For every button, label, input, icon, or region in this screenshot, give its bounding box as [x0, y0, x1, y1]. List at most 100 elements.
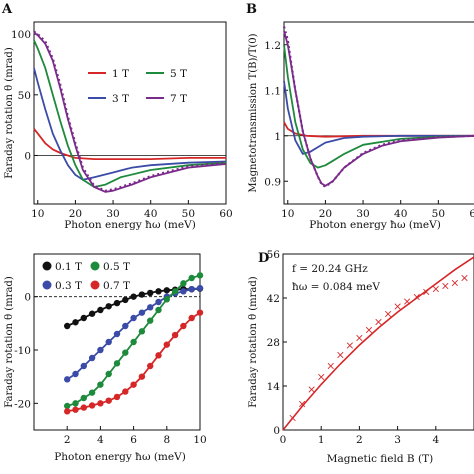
series-line-a-1 — [33, 67, 227, 181]
data-point-c — [163, 287, 170, 294]
y-tick-label-d: 28 — [267, 337, 280, 349]
data-point-c — [147, 289, 154, 297]
data-point-c — [163, 296, 170, 303]
panel-label-b: B — [246, 2, 257, 17]
legend-label-03t: 0.3 T — [55, 280, 82, 292]
data-point-d: × — [297, 397, 306, 410]
data-point-d: × — [460, 272, 469, 285]
x-tick-label-b: 40 — [394, 208, 407, 220]
x-tick-label-a: 50 — [182, 208, 195, 220]
data-point-c — [130, 314, 137, 322]
series-c — [34, 272, 204, 415]
series-a — [33, 30, 227, 193]
data-point-c — [97, 381, 104, 388]
data-point-d: × — [422, 286, 431, 299]
y-tick-label-b: 1 — [274, 131, 281, 143]
data-point-c — [180, 288, 187, 295]
x-axis-label-d: Magnetic field B (T) — [327, 453, 433, 465]
data-point-d: × — [431, 283, 440, 296]
data-point-d: × — [355, 331, 364, 344]
data-point-c — [147, 304, 154, 311]
data-point-c — [138, 373, 146, 380]
data-point-c — [80, 314, 88, 322]
x-tick-label-b: 10 — [281, 208, 294, 220]
series-line-a-3 — [33, 32, 227, 193]
panel-a: A Photon energy ħω (meV) Faraday rotatio… — [1, 2, 233, 231]
data-point-c — [138, 309, 146, 316]
data-point-c — [138, 328, 146, 335]
x-tick-label-a: 30 — [106, 208, 119, 220]
data-point-c — [63, 376, 71, 383]
y-tick-label-c: 0 — [24, 292, 31, 304]
data-point-d: × — [403, 295, 412, 308]
data-point-c — [196, 309, 204, 316]
panel-b: B Photon energy ħω (meV) Magnetotransmis… — [246, 2, 474, 231]
legend-label-01t: 0.1 T — [55, 261, 82, 273]
x-tick-label-a: 40 — [144, 208, 157, 220]
data-point-c — [63, 322, 71, 330]
data-point-c — [72, 400, 79, 407]
data-point-d: × — [345, 339, 354, 352]
data-point-c — [188, 314, 195, 322]
legend-marker-05t — [90, 261, 100, 271]
data-point-c — [155, 288, 162, 295]
legend-label-1t: 1 T — [112, 68, 129, 80]
x-tick-label-c: 4 — [97, 434, 104, 446]
data-point-c — [88, 354, 96, 362]
data-point-c — [97, 346, 104, 354]
series-line-b-4 — [282, 26, 474, 188]
y-tick-label-d: 56 — [267, 249, 281, 261]
plot-frame-a — [33, 21, 227, 205]
series-d: ×××××××××××× × × × × × × × — [282, 256, 474, 431]
data-point-d: × — [326, 360, 335, 373]
data-point-c — [180, 280, 187, 287]
data-point-c — [130, 293, 137, 300]
legend-label-5t: 5 T — [170, 68, 187, 80]
y-tick-label-b: 1.2 — [264, 40, 281, 52]
ticks-b: 10 20 30 40 50 60 0.9 1 1.1 1.2 — [264, 40, 474, 220]
y-tick-label-c: -20 — [14, 398, 31, 410]
x-axis-label-a: Photon energy ħω (meV) — [64, 219, 196, 231]
series-line-b-1 — [283, 80, 474, 155]
data-point-c — [113, 393, 121, 401]
data-point-c — [122, 349, 129, 356]
x-tick-label-a: 60 — [219, 208, 232, 220]
y-axis-label-a: Faraday rotation θ (mrad) — [4, 47, 15, 179]
panel-label-a: A — [1, 2, 13, 17]
data-point-c — [188, 274, 195, 282]
data-point-d: × — [364, 323, 373, 336]
data-point-d: × — [336, 349, 345, 362]
legend-marker-07t — [90, 280, 100, 290]
data-point-c — [113, 330, 121, 338]
panel-label-d: D — [258, 251, 269, 266]
legend-label-05t: 0.5 T — [103, 261, 130, 273]
x-tick-label-b: 20 — [319, 208, 332, 220]
y-axis-label-c: Faraday rotation θ (mrad) — [4, 276, 15, 408]
y-tick-label-d: 42 — [267, 293, 280, 305]
data-point-c — [72, 370, 79, 378]
data-point-c — [113, 299, 121, 307]
ticks-a: 10 20 30 40 50 60 0 50 100 — [11, 29, 233, 220]
data-point-c — [188, 286, 195, 293]
data-point-c — [80, 394, 88, 402]
data-point-c — [63, 402, 71, 410]
data-point-c — [196, 284, 204, 292]
data-point-c — [105, 370, 112, 378]
series-line-a-4 — [33, 30, 227, 192]
x-tick-label-b: 60 — [469, 208, 474, 220]
data-point-c — [63, 408, 71, 415]
y-tick-label-a: 100 — [11, 29, 31, 41]
data-point-c — [88, 310, 96, 317]
legend-marker-01t — [42, 261, 52, 271]
legend-c: 0.1 T 0.5 T 0.3 T 0.7 T — [42, 261, 130, 292]
legend-label-7t: 7 T — [170, 93, 187, 105]
data-point-c — [130, 338, 137, 346]
data-point-c — [122, 322, 129, 330]
legend-a: 1 T 5 T 3 T 7 T — [88, 68, 187, 105]
legend-label-07t: 0.7 T — [103, 280, 130, 292]
data-point-c — [155, 352, 162, 359]
x-tick-label-a: 20 — [69, 208, 82, 220]
plot-frame-c — [33, 253, 201, 431]
y-tick-label-d: 14 — [267, 381, 281, 393]
